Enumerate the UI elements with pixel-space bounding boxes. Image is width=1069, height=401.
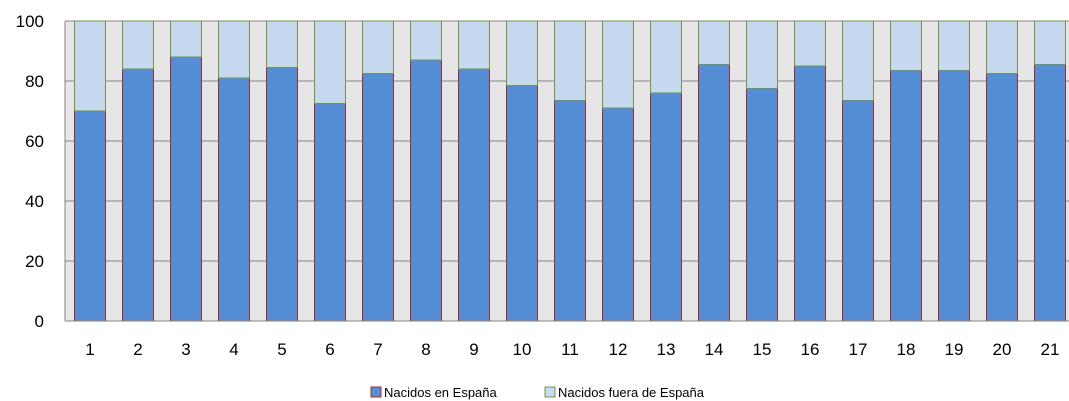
- bar-segment-nacidos-en-espana: [938, 70, 970, 322]
- bar-segment-nacidos-en-espana: [842, 100, 874, 322]
- x-tick-label: 1: [85, 340, 94, 359]
- bar-segment-nacidos-en-espana: [74, 110, 106, 322]
- y-tick-label: 0: [35, 312, 44, 331]
- bar-segment-nacidos-fuera-de-espana: [554, 20, 586, 101]
- x-tick-label: 5: [277, 340, 286, 359]
- bar-segment-nacidos-en-espana: [794, 65, 826, 322]
- y-tick-label: 20: [25, 252, 44, 271]
- bar-segment-nacidos-en-espana: [554, 100, 586, 322]
- bar-segment-nacidos-en-espana: [266, 67, 298, 322]
- bar-segment-nacidos-fuera-de-espana: [986, 20, 1018, 74]
- x-tick-label: 14: [705, 340, 724, 359]
- y-tick-label: 40: [25, 192, 44, 211]
- axes: [64, 21, 1069, 322]
- legend-swatch-nacidos-fuera-de-espana: [544, 386, 556, 398]
- x-tick-label: 20: [993, 340, 1012, 359]
- legend-label-nacidos-fuera-de-espana: Nacidos fuera de España: [558, 385, 705, 400]
- bar-segment-nacidos-en-espana: [218, 77, 250, 322]
- bar-segment-nacidos-en-espana: [506, 85, 538, 322]
- bar-segment-nacidos-fuera-de-espana: [602, 20, 634, 109]
- bar-segment-nacidos-fuera-de-espana: [458, 20, 490, 70]
- x-tick-label: 17: [849, 340, 868, 359]
- legend-swatch-nacidos-en-espana: [370, 386, 382, 398]
- bar-segment-nacidos-en-espana: [698, 64, 730, 322]
- bar-segment-nacidos-fuera-de-espana: [650, 20, 682, 94]
- bar-segment-nacidos-fuera-de-espana: [1034, 20, 1066, 65]
- bar-segment-nacidos-en-espana: [314, 103, 346, 322]
- bar-segment-nacidos-fuera-de-espana: [74, 20, 106, 112]
- x-tick-label: 10: [513, 340, 532, 359]
- x-tick-labels: 1 2 3 4 5 6 7 8 9 10 11 12 13 14 15 16 17 18 19 20 21: [85, 340, 1059, 359]
- x-tick-label: 8: [421, 340, 430, 359]
- bar-segment-nacidos-fuera-de-espana: [170, 20, 202, 58]
- x-tick-label: 7: [373, 340, 382, 359]
- y-tick-labels: 0 20 40 60 80 100: [16, 12, 44, 331]
- y-tick-label: 100: [16, 12, 44, 31]
- bar-segment-nacidos-fuera-de-espana: [410, 20, 442, 61]
- x-tick-label: 15: [753, 340, 772, 359]
- x-tick-label: 21: [1041, 340, 1060, 359]
- x-tick-label: 19: [945, 340, 964, 359]
- y-tick-label: 80: [25, 72, 44, 91]
- bar-segment-nacidos-en-espana: [650, 92, 682, 322]
- bar-segment-nacidos-fuera-de-espana: [842, 20, 874, 101]
- x-tick-label: 18: [897, 340, 916, 359]
- x-tick-label: 16: [801, 340, 820, 359]
- bar-segment-nacidos-fuera-de-espana: [122, 20, 154, 70]
- bar-segment-nacidos-fuera-de-espana: [362, 20, 394, 74]
- y-tick-label: 60: [25, 132, 44, 151]
- bar-segment-nacidos-en-espana: [362, 73, 394, 322]
- x-tick-label: 9: [469, 340, 478, 359]
- bar-segment-nacidos-fuera-de-espana: [218, 20, 250, 79]
- bar-segment-nacidos-fuera-de-espana: [890, 20, 922, 71]
- bar-segment-nacidos-fuera-de-espana: [746, 20, 778, 89]
- x-tick-label: 2: [133, 340, 142, 359]
- bar-segment-nacidos-en-espana: [1034, 64, 1066, 322]
- x-tick-label: 11: [561, 340, 579, 359]
- legend-label-nacidos-en-espana: Nacidos en España: [384, 385, 498, 400]
- bar-segment-nacidos-en-espana: [602, 107, 634, 322]
- bar-segment-nacidos-fuera-de-espana: [266, 20, 298, 68]
- x-tick-label: 4: [229, 340, 238, 359]
- bar-segment-nacidos-en-espana: [890, 70, 922, 322]
- bar-segment-nacidos-fuera-de-espana: [938, 20, 970, 71]
- x-tick-label: 12: [609, 340, 628, 359]
- bar-segment-nacidos-fuera-de-espana: [698, 20, 730, 65]
- bar-segment-nacidos-en-espana: [170, 56, 202, 322]
- bar-segment-nacidos-en-espana: [410, 59, 442, 322]
- bars: [74, 20, 1066, 322]
- bar-segment-nacidos-en-espana: [122, 68, 154, 322]
- x-tick-label: 13: [657, 340, 676, 359]
- x-tick-label: 6: [325, 340, 334, 359]
- x-tick-label: 3: [181, 340, 190, 359]
- bar-segment-nacidos-fuera-de-espana: [506, 20, 538, 86]
- bar-segment-nacidos-fuera-de-espana: [794, 20, 826, 67]
- bar-segment-nacidos-fuera-de-espana: [314, 20, 346, 104]
- bar-segment-nacidos-en-espana: [458, 68, 490, 322]
- legend: Nacidos en España Nacidos fuera de Españ…: [370, 385, 705, 400]
- bar-segment-nacidos-en-espana: [986, 73, 1018, 322]
- bar-segment-nacidos-en-espana: [746, 88, 778, 322]
